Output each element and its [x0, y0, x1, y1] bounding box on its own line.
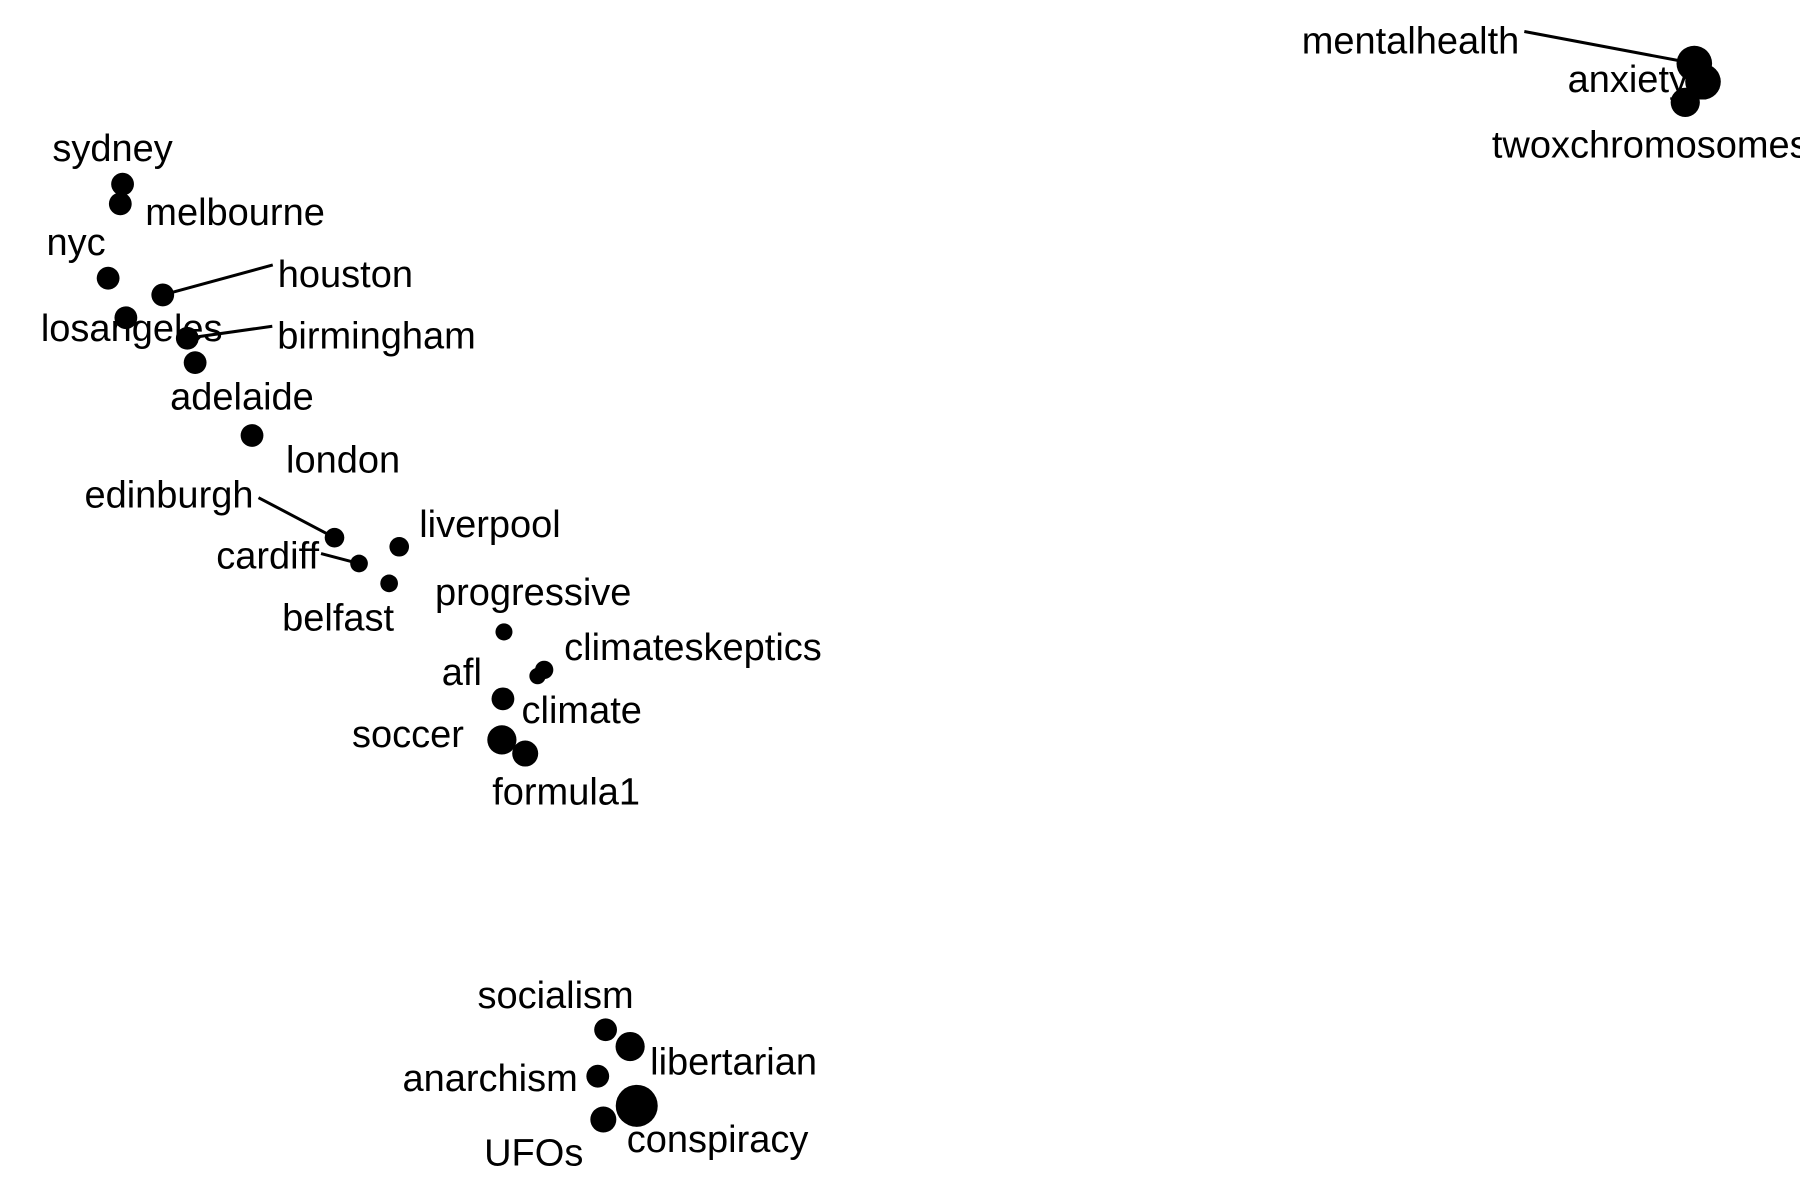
point-conspiracy	[615, 1084, 658, 1127]
point-twoxchromosomes	[1670, 87, 1700, 117]
leader-line-mentalhealth	[1524, 30, 1695, 65]
label-cardiff: cardiff	[216, 536, 319, 578]
point-belfast	[380, 574, 398, 593]
leader-line-houston	[162, 263, 274, 297]
point-anxiety	[1685, 63, 1721, 100]
label-adelaide: adelaide	[170, 377, 314, 419]
label-mentalhealth: mentalhealth	[1302, 21, 1520, 63]
label-formula1: formula1	[492, 772, 640, 814]
data-points	[96, 45, 1721, 1133]
point-edinburgh	[324, 527, 345, 548]
label-twoxchromosomes: twoxchromosomes	[1492, 124, 1800, 166]
label-houston: houston	[278, 254, 413, 296]
label-birmingham: birmingham	[277, 315, 476, 357]
label-ufos: UFOs	[484, 1133, 583, 1175]
label-socialism: socialism	[477, 975, 633, 1017]
point-libertarian	[615, 1031, 645, 1062]
point-houston	[151, 283, 175, 307]
point-ufos	[590, 1106, 617, 1133]
label-liverpool: liverpool	[419, 504, 561, 546]
label-conspiracy: conspiracy	[627, 1119, 809, 1161]
point-nyc	[96, 266, 120, 290]
label-belfast: belfast	[282, 597, 394, 639]
label-losangeles: losangeles	[41, 308, 223, 350]
label-edinburgh: edinburgh	[84, 475, 253, 517]
point-melbourne	[108, 192, 132, 216]
point-climate	[529, 667, 546, 685]
label-melbourne: melbourne	[145, 192, 325, 234]
point-birmingham	[175, 326, 199, 350]
point-sydney	[111, 172, 134, 196]
label-sydney: sydney	[52, 128, 172, 170]
label-libertarian: libertarian	[650, 1042, 817, 1084]
label-anarchism: anarchism	[402, 1058, 577, 1100]
point-soccer	[487, 725, 517, 755]
point-progressive	[495, 623, 513, 641]
point-adelaide	[183, 351, 207, 375]
label-climate: climate	[522, 690, 642, 732]
label-soccer: soccer	[352, 714, 464, 756]
label-london: london	[286, 440, 400, 482]
label-progressive: progressive	[435, 572, 631, 614]
leader-line-birmingham	[187, 324, 273, 340]
point-labels: mentalhealth anxiety twoxchromosomes sydney…	[41, 21, 1800, 1175]
label-anxiety: anxiety	[1568, 59, 1688, 101]
point-losangeles	[114, 306, 138, 330]
label-afl: afl	[442, 652, 482, 694]
point-cardiff	[350, 554, 368, 573]
point-liverpool	[389, 536, 410, 557]
point-anarchism	[586, 1064, 610, 1088]
leader-line-edinburgh	[257, 496, 336, 539]
point-formula1	[512, 740, 539, 767]
point-london	[240, 424, 264, 447]
leader-lines	[162, 30, 1695, 565]
label-climateskeptics: climateskeptics	[564, 627, 822, 669]
label-nyc: nyc	[47, 222, 106, 264]
point-socialism	[594, 1018, 617, 1042]
point-afl	[491, 687, 515, 711]
